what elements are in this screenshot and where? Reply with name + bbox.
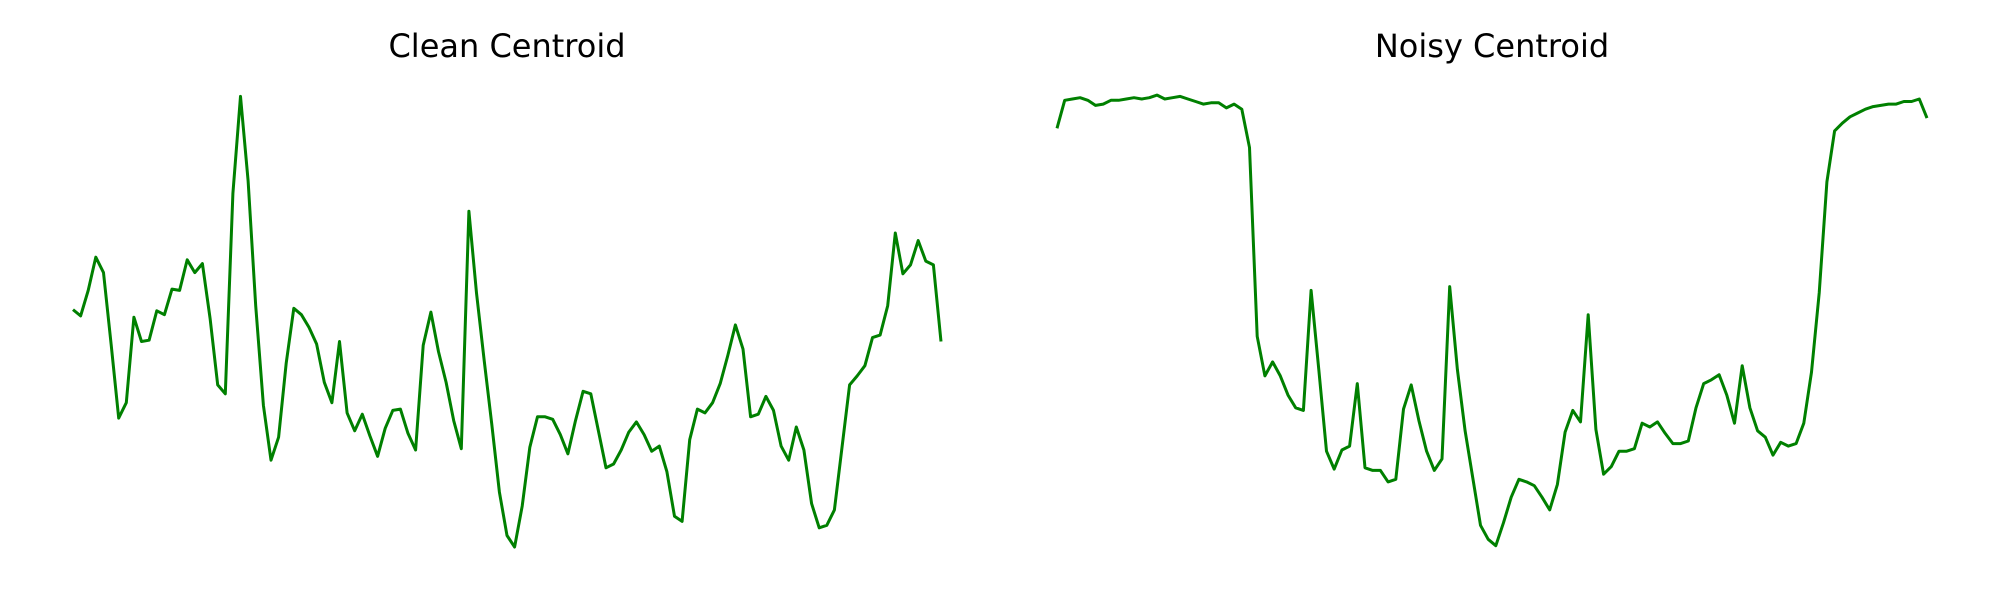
line (1055, 93, 1929, 548)
line (72, 94, 943, 549)
chart-title: Clean Centroid (388, 27, 625, 65)
chart-title: Noisy Centroid (1375, 27, 1609, 65)
